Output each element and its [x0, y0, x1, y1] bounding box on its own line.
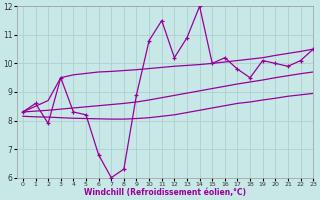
X-axis label: Windchill (Refroidissement éolien,°C): Windchill (Refroidissement éolien,°C) — [84, 188, 246, 197]
